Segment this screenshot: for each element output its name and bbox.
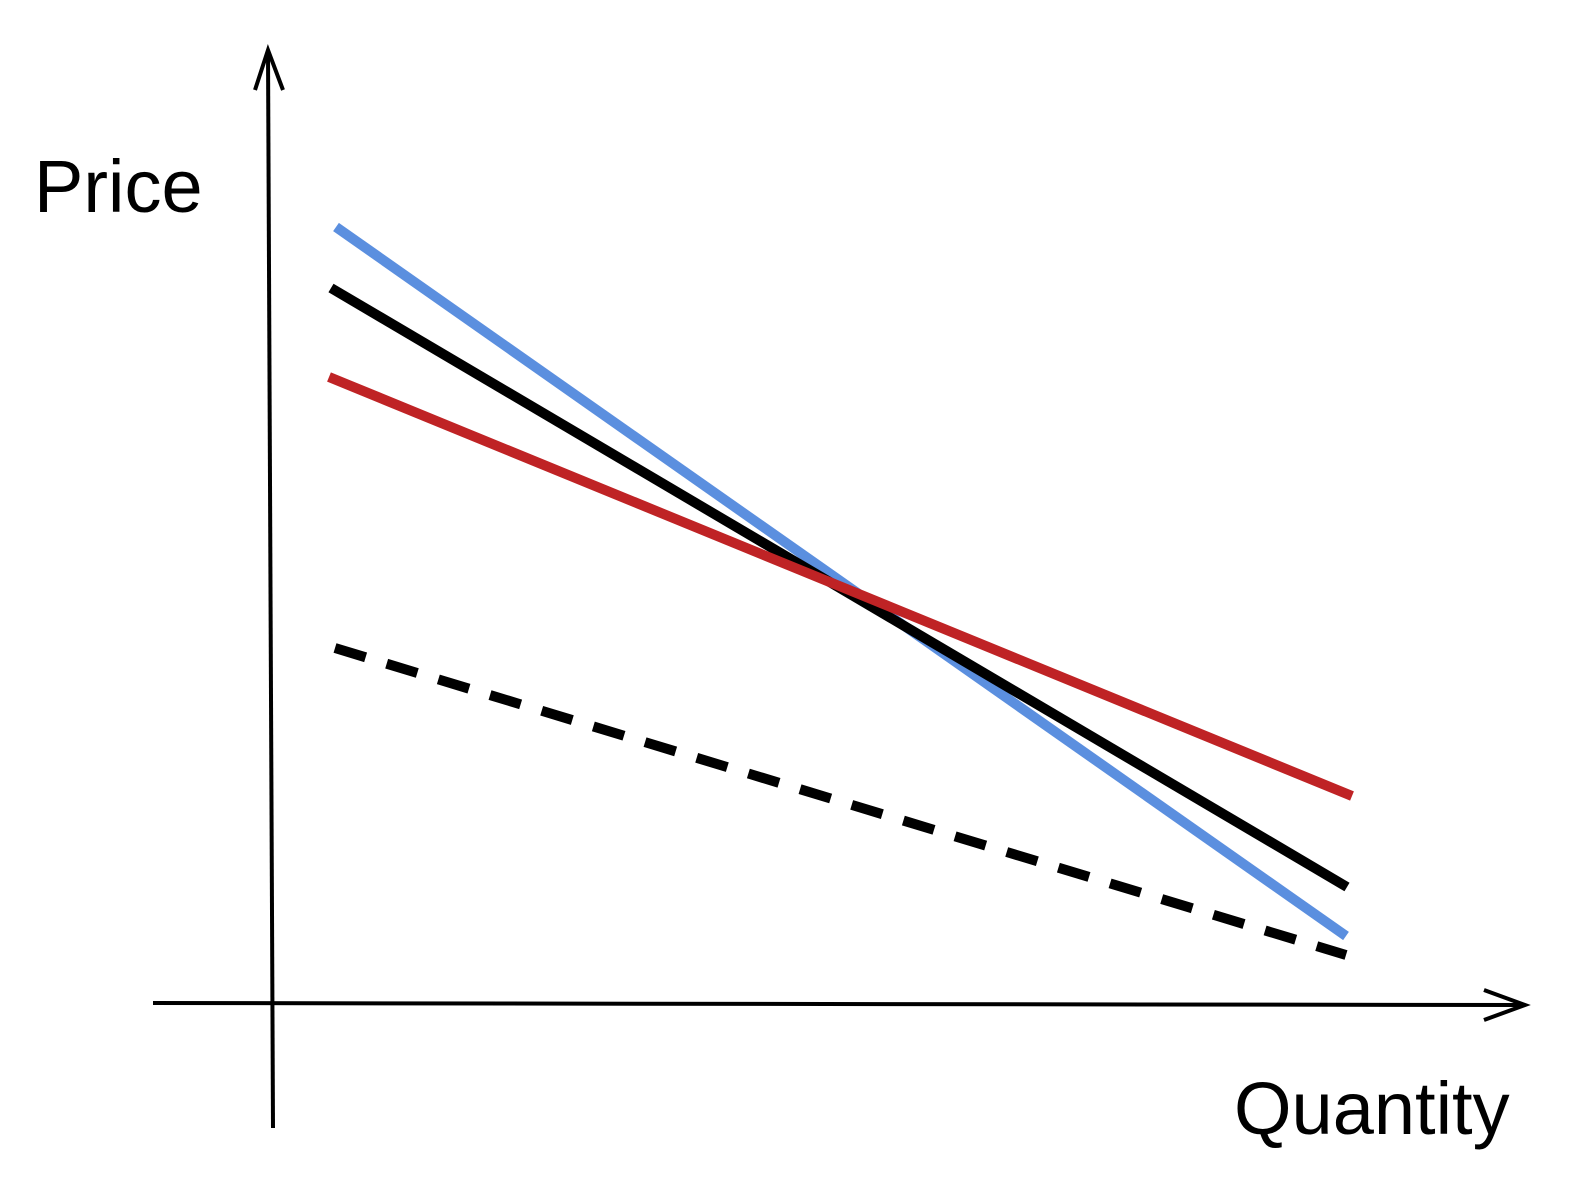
y-axis bbox=[266, 51, 275, 1129]
dashed-line bbox=[333, 643, 1348, 960]
y-axis-arrowhead bbox=[253, 43, 285, 91]
red-line bbox=[327, 372, 1354, 801]
x-axis-label: Quantity bbox=[1234, 1067, 1510, 1150]
x-axis-arrowhead bbox=[1483, 988, 1531, 1022]
y-axis-label: Price bbox=[34, 145, 203, 228]
x-axis bbox=[152, 1001, 1526, 1007]
